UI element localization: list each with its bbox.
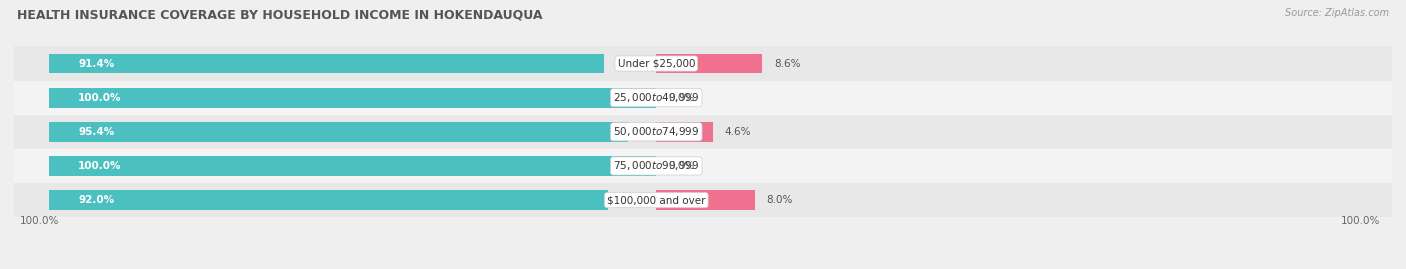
Text: Under $25,000: Under $25,000 <box>617 59 695 69</box>
Text: 92.0%: 92.0% <box>79 195 114 205</box>
Bar <box>49 156 657 176</box>
Bar <box>14 183 1392 217</box>
Text: 91.4%: 91.4% <box>79 59 114 69</box>
Text: 95.4%: 95.4% <box>79 127 114 137</box>
Text: $100,000 and over: $100,000 and over <box>607 195 706 205</box>
Bar <box>49 190 607 210</box>
Text: Source: ZipAtlas.com: Source: ZipAtlas.com <box>1285 8 1389 18</box>
Text: $25,000 to $49,999: $25,000 to $49,999 <box>613 91 699 104</box>
Text: 8.6%: 8.6% <box>775 59 800 69</box>
Text: 0.0%: 0.0% <box>668 93 695 103</box>
Text: 8.0%: 8.0% <box>766 195 793 205</box>
Bar <box>14 115 1392 149</box>
Bar <box>14 149 1392 183</box>
Text: $50,000 to $74,999: $50,000 to $74,999 <box>613 125 699 138</box>
Text: 4.6%: 4.6% <box>724 127 751 137</box>
Bar <box>49 88 657 108</box>
Text: $75,000 to $99,999: $75,000 to $99,999 <box>613 160 699 172</box>
Bar <box>49 122 628 142</box>
Bar <box>657 54 762 73</box>
Text: 0.0%: 0.0% <box>668 161 695 171</box>
Text: 100.0%: 100.0% <box>79 93 122 103</box>
Bar <box>14 81 1392 115</box>
Bar <box>657 190 755 210</box>
Text: HEALTH INSURANCE COVERAGE BY HOUSEHOLD INCOME IN HOKENDAUQUA: HEALTH INSURANCE COVERAGE BY HOUSEHOLD I… <box>17 8 543 21</box>
Text: 100.0%: 100.0% <box>79 161 122 171</box>
Text: 100.0%: 100.0% <box>20 216 59 226</box>
Text: 100.0%: 100.0% <box>1341 216 1381 226</box>
Bar <box>657 122 713 142</box>
Bar <box>49 54 605 73</box>
Bar <box>14 47 1392 81</box>
